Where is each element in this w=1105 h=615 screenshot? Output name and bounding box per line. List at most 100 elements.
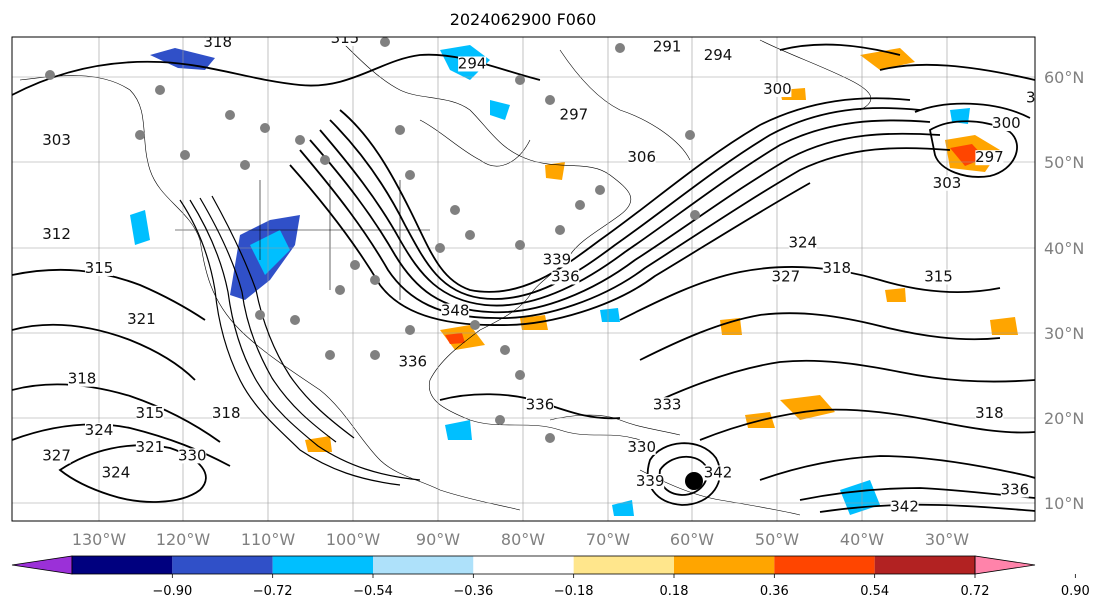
lon-label: 120°W [156,530,211,549]
contour-label: 315 [924,267,953,285]
contour-label: 318 [1085,293,1105,311]
contour-label: 336 [398,353,427,371]
contour-label-bg [627,150,656,166]
shade-patch [950,108,970,124]
colorbar-swatch [72,556,173,574]
lon-label: 130°W [72,530,127,549]
colorbar-tick-label: 0.36 [760,584,789,599]
contour-label-bg [975,150,1004,166]
contour-label-bg [135,405,164,421]
colorbar-tick-label: −0.36 [453,584,493,599]
lat-label: 30°N [1044,324,1084,343]
lat-label: 20°N [1044,409,1084,428]
contour-label-bg [992,116,1021,132]
lon-label: 90°W [416,530,460,549]
shade-patch [860,48,915,70]
contour-label: 297 [975,148,1004,166]
lon-label: 30°W [925,530,969,549]
colorbar-tick-label: 0.72 [961,584,990,599]
shade-patch [490,100,510,120]
contour-label: 321 [127,310,156,328]
contour-label: 330 [627,438,656,456]
colorbar-swatch [473,556,574,574]
contour-label-bg [542,252,571,268]
contour-label-bg [42,448,71,464]
contour-label-bg [85,260,113,276]
contour-label-bg [933,175,961,191]
contour-label: 315 [85,259,114,277]
colorbar-extend-low [11,555,73,575]
shade-patch [885,288,906,302]
lon-label: 50°W [755,530,799,549]
contour-label: 339 [543,250,572,268]
map-background [12,37,1035,521]
contour-label-bg [636,473,665,489]
contour-label: 318 [212,404,241,422]
contour-label: 315 [136,404,165,422]
contour-label-bg [135,439,164,455]
shade-patch [130,210,150,245]
contour-label: 327 [42,446,71,464]
shade-patch [990,317,1018,335]
colorbar-outline [71,555,976,575]
contour-label-bg [525,397,554,413]
contour-label-bg [101,465,130,481]
contour-label-bg [1086,295,1105,310]
contour-label: 318 [203,33,232,51]
contour-label: 297 [560,106,589,124]
shade-patch [445,420,472,440]
colorbar-tick-label: −0.90 [152,584,192,599]
contour-label: 303 [933,174,962,192]
contour-label-bg [458,56,487,72]
contour-label-bg [975,405,1004,421]
lon-label: 80°W [501,530,545,549]
station-markers [45,37,700,443]
contour-label-bg [42,133,71,149]
contour-label: 315 [331,29,360,47]
contour-label-bg [398,354,427,370]
contour-label: 324 [85,421,114,439]
shade-patch [445,333,465,344]
contour-label-bg [924,269,953,285]
colorbar-tick-label: −0.18 [554,584,594,599]
contour-label-bg [551,269,580,285]
shade-patch [545,162,565,180]
contour-label-bg [1000,482,1029,498]
contour-label-bg [788,235,817,251]
contour-label-bg [1026,90,1035,106]
contour-label: 330 [178,446,207,464]
shade-patch [612,500,634,516]
colorbar-swatch [272,556,373,574]
contour-label: 318 [822,259,851,277]
lon-label: 40°W [840,530,884,549]
contour-label: 303 [1026,89,1055,107]
lon-label: 100°W [326,530,381,549]
contour-label-bg [85,422,113,438]
map-frame [11,36,1036,522]
contour-label: 342 [704,463,733,481]
contour-label: 321 [136,438,165,456]
contour-label: 312 [42,225,71,243]
contour-label: 294 [458,54,487,72]
contour-label: 291 [653,37,682,55]
contour-label: 336 [1001,480,1030,498]
shade-patch [720,318,742,335]
contour-label: 318 [975,404,1004,422]
contour-label: 336 [551,267,580,285]
contour-label: 324 [789,233,818,251]
colorbar-extend-high [974,555,1036,575]
contour-label-bg [178,448,207,464]
contour-label: 318 [68,370,97,388]
contour-label-bg [441,303,470,319]
shade-patch [305,436,332,452]
contour-label: 324 [102,463,131,481]
map-panel: 315 318 294 291 294 297 300 303 300 297 303 306 303 3… [12,29,1105,521]
theta-contours [12,43,1035,513]
contour-label-bg [68,371,97,387]
colorbar-swatch [674,556,775,574]
contour-label: 300 [763,80,792,98]
colorbar-swatch [774,556,875,574]
latitude-labels: 60°N 50°N 40°N 30°N 20°N 10°N [1044,68,1084,513]
cyclone-marker [685,472,703,490]
